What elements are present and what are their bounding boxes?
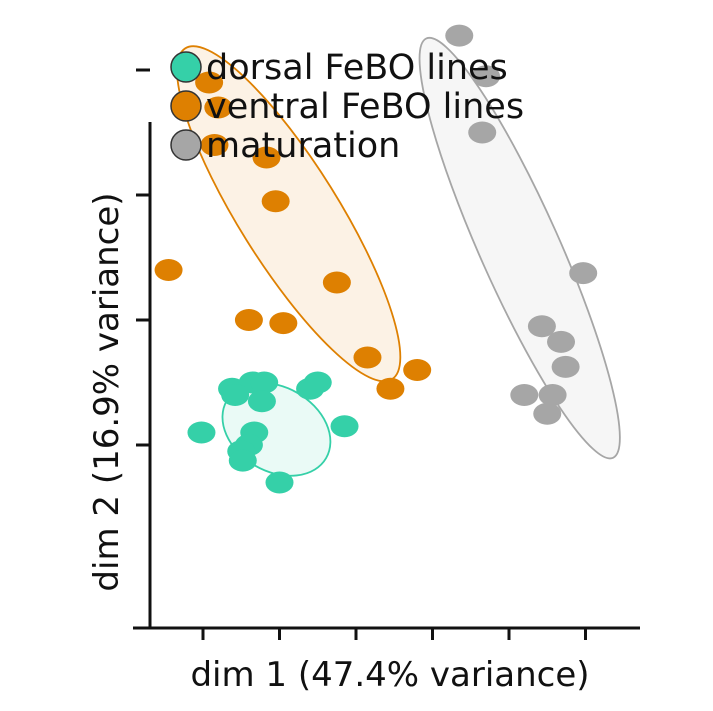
point-series1-5 (154, 259, 183, 281)
point-series1-4 (261, 190, 290, 213)
point-series1-3 (252, 146, 281, 169)
legend-label-1: ventral FeBO lines (206, 87, 524, 127)
point-series1-1 (204, 96, 233, 119)
point-series1-9 (353, 346, 382, 369)
point-series0-13 (265, 471, 294, 494)
point-series1-10 (403, 359, 432, 381)
legend-label-0: dorsal FeBO lines (206, 48, 508, 88)
point-series2-9 (533, 402, 562, 425)
point-series2-3 (569, 262, 598, 285)
legend-marker-2 (170, 129, 202, 161)
data-points (154, 24, 598, 494)
point-series1-8 (269, 312, 298, 335)
point-series2-4 (527, 315, 556, 338)
point-series0-3 (221, 384, 250, 406)
point-series1-7 (234, 309, 263, 331)
point-series1-11 (376, 377, 405, 400)
point-series2-2 (468, 121, 497, 144)
point-series2-7 (510, 384, 539, 406)
y-axis-label: dim 2 (16.9% variance) (87, 192, 127, 591)
legend-marker-0 (170, 51, 202, 83)
point-series2-1 (472, 65, 501, 88)
point-series1-6 (322, 271, 351, 294)
point-series0-5 (247, 390, 276, 413)
point-series0-11 (296, 377, 325, 400)
point-series2-0 (445, 24, 474, 47)
point-series1-2 (200, 134, 229, 156)
point-series0-4 (250, 371, 279, 394)
legend-label-2: maturation (206, 126, 400, 166)
axis-ticks (136, 68, 587, 640)
ellipse-2 (418, 36, 621, 460)
point-series0-9 (228, 449, 257, 472)
point-series2-5 (547, 330, 576, 353)
point-series2-8 (538, 384, 567, 406)
point-series0-12 (330, 415, 359, 438)
point-series0-0 (187, 421, 216, 444)
point-series2-6 (551, 355, 580, 378)
x-axis-label: dim 1 (47.4% variance) (190, 655, 589, 695)
point-series1-0 (195, 71, 224, 94)
legend-marker-1 (170, 90, 202, 122)
